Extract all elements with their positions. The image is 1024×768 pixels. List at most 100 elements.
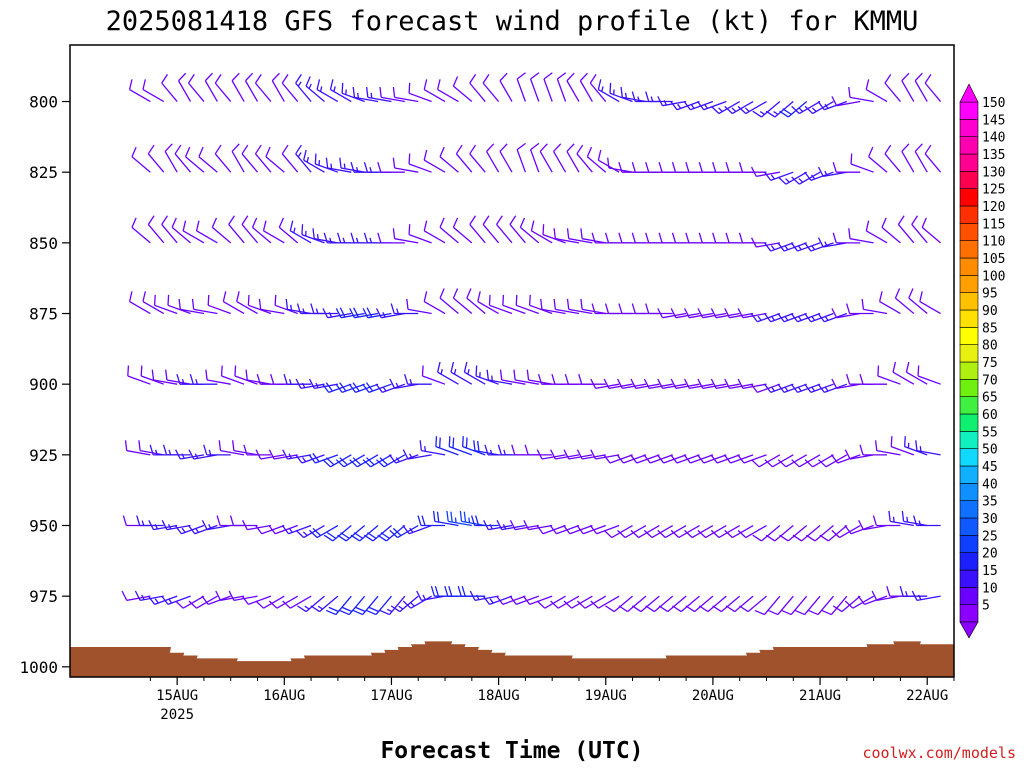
wind-barb: [174, 524, 205, 535]
wind-barb: [128, 291, 151, 315]
wind-barb: [366, 595, 392, 616]
wind-barb: [790, 242, 821, 252]
wind-barb: [244, 72, 259, 102]
wind-barb: [339, 595, 366, 616]
wind-barb: [228, 215, 245, 244]
wind-barb: [140, 365, 164, 385]
wind-barb: [566, 298, 593, 315]
wind-barb: [242, 520, 272, 531]
colorbar-swatch: [959, 500, 979, 519]
colorbar-label: 150: [982, 96, 1005, 111]
colorbar-swatch: [959, 569, 979, 588]
wind-barb: [282, 595, 312, 609]
wind-barb: [724, 100, 754, 115]
wind-barb: [499, 369, 526, 385]
colorbar-label: 105: [982, 252, 1005, 267]
wind-barb: [228, 590, 258, 601]
wind-barb: [375, 383, 406, 393]
wind-barb: [365, 86, 392, 103]
wind-barb: [214, 144, 232, 173]
wind-barb: [147, 144, 165, 173]
wind-barb: [579, 72, 593, 102]
wind-barb: [831, 308, 861, 319]
y-tick-label: 1000: [19, 658, 58, 677]
wind-barb: [656, 454, 687, 464]
wind-barb: [325, 157, 352, 173]
wind-barb: [439, 217, 459, 244]
wind-barb: [683, 100, 714, 111]
colorbar-label: 120: [982, 200, 1005, 215]
colorbar-label: 65: [982, 391, 998, 406]
wind-barb: [905, 361, 928, 385]
wind-barb: [205, 369, 231, 385]
wind-barb: [871, 590, 901, 601]
wind-barb: [804, 242, 834, 252]
wind-barb: [831, 96, 861, 107]
wind-barb: [539, 143, 553, 173]
wind-barb: [254, 524, 285, 535]
colorbar-swatch: [959, 153, 979, 172]
wind-barb: [879, 291, 901, 315]
colorbar-swatch: [959, 327, 979, 345]
wind-barb: [134, 590, 164, 601]
wind-barb: [921, 217, 942, 244]
wind-barb: [308, 452, 339, 464]
wind-barb: [884, 74, 901, 102]
colorbar-label: 95: [982, 287, 998, 302]
wind-barb: [543, 72, 553, 102]
wind-barb: [911, 215, 928, 244]
wind-barbs: [121, 72, 942, 616]
wind-barb: [406, 298, 432, 315]
wind-barb: [590, 595, 620, 609]
wind-barb: [499, 143, 513, 173]
wind-barb: [486, 143, 500, 173]
wind-barb: [670, 454, 700, 464]
wind-barb: [779, 101, 808, 118]
wind-barb: [888, 510, 914, 527]
wind-barb: [617, 524, 647, 539]
wind-barb: [325, 595, 352, 616]
wind-barb: [817, 100, 848, 111]
wind-barb: [308, 378, 338, 389]
wind-barb: [362, 454, 392, 468]
wind-barb: [188, 524, 218, 535]
wind-barb: [737, 454, 767, 464]
y-tick-label: 850: [29, 234, 58, 253]
wind-barb: [805, 525, 834, 542]
wind-barb: [589, 74, 607, 102]
wind-barb: [830, 454, 861, 464]
colorbar-swatch: [959, 275, 979, 293]
wind-barb: [576, 524, 606, 535]
wind-barb: [790, 383, 821, 393]
wind-barb: [402, 595, 432, 609]
terrain-area: [70, 641, 954, 677]
wind-barb: [605, 595, 633, 613]
x-axis: 15AUG 2025 16AUG 17AUG 18AUG 19AUG 20AUG 21AUG 2…: [149, 677, 955, 723]
wind-barb: [698, 595, 727, 613]
wind-barb: [271, 72, 285, 102]
wind-barb: [779, 525, 808, 542]
wind-barb: [439, 146, 459, 173]
wind-barb: [377, 232, 405, 244]
wind-barb: [499, 72, 513, 102]
wind-barb: [161, 520, 191, 531]
wind-barb: [323, 525, 352, 542]
wind-barb: [423, 291, 446, 315]
wind-barb: [763, 312, 794, 323]
wind-barb: [566, 72, 580, 102]
wind-barb: [516, 142, 527, 173]
wind-barb: [917, 365, 941, 385]
wind-barb: [844, 524, 874, 535]
wind-barb: [817, 383, 848, 393]
speed-colorbar: 5 10 15 20 25 30 35 40 45 50 55 60 65 70 75 80 85 90 95 100…: [959, 83, 1005, 639]
x-tick-label: 22AUG: [906, 688, 948, 704]
wind-barb: [750, 383, 781, 393]
wind-barb: [404, 373, 432, 385]
wind-barb: [348, 382, 379, 393]
wind-barb: [423, 149, 446, 173]
wind-barb: [262, 220, 285, 244]
wind-barb: [446, 510, 472, 527]
wind-barb: [486, 369, 513, 385]
wind-barb: [764, 454, 794, 468]
wind-barb: [329, 79, 352, 103]
